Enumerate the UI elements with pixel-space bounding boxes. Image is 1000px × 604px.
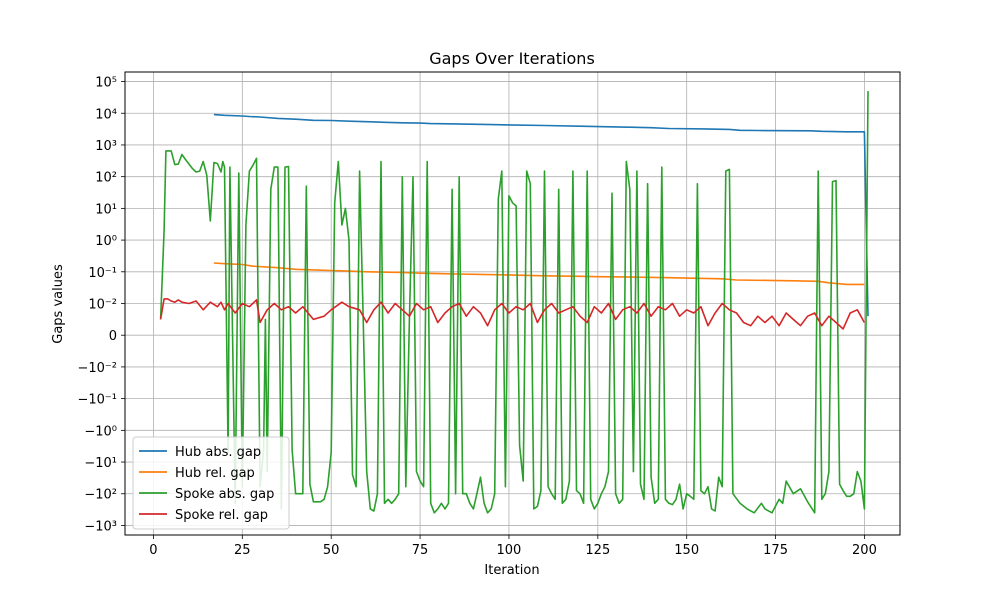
x-tick-label: 150 (674, 543, 699, 558)
y-tick-label: −10¹ (84, 456, 117, 471)
y-tick-label: 10⁵ (95, 76, 117, 91)
y-tick-label: 10⁴ (95, 107, 117, 122)
y-tick-label: 10³ (95, 139, 117, 154)
x-tick-label: 25 (234, 543, 251, 558)
y-tick-label: 10⁰ (95, 234, 117, 249)
legend-label: Hub abs. gap (175, 445, 261, 460)
y-tick-label: −10² (84, 488, 117, 503)
x-axis-label: Iteration (484, 563, 539, 578)
x-tick-label: 100 (497, 543, 522, 558)
x-tick-label: 125 (585, 543, 610, 558)
y-tick-label: 10² (95, 171, 117, 186)
series-line-2 (213, 262, 865, 286)
series-line-3 (159, 91, 869, 514)
series-line-1 (213, 113, 869, 317)
x-tick-label: 175 (763, 543, 788, 558)
legend: Hub abs. gap Hub rel. gap Spoke abs. gap Sp… (132, 436, 290, 530)
legend-label: Spoke abs. gap (175, 487, 274, 502)
y-axis-ticks: −10³ −10² −10¹ −10⁰ −10⁻¹ −10⁻² 0 10⁻² 10⁻¹ 10⁰ 10… (77, 76, 125, 534)
legend-box (132, 436, 290, 530)
x-axis-ticks: 0 25 50 75 100 125 150 175 200 (149, 535, 877, 558)
y-tick-label: −10³ (84, 519, 117, 534)
y-axis-label: Gaps values (51, 264, 66, 344)
y-tick-label: −10⁻² (77, 361, 117, 376)
x-tick-label: 50 (323, 543, 340, 558)
legend-label: Spoke rel. gap (175, 508, 268, 523)
legend-label: Hub rel. gap (175, 466, 255, 481)
y-tick-label: 10¹ (95, 202, 117, 217)
x-tick-label: 200 (852, 543, 877, 558)
x-tick-label: 75 (412, 543, 429, 558)
y-tick-label: −10⁰ (84, 424, 117, 439)
y-tick-label: 10⁻¹ (88, 266, 117, 281)
chart-title: Gaps Over Iterations (429, 49, 595, 68)
series-line-4 (159, 298, 866, 330)
y-tick-label: −10⁻¹ (77, 393, 117, 408)
series-lines (159, 91, 869, 514)
y-tick-label: 10⁻² (88, 298, 117, 313)
y-tick-label: 0 (109, 329, 117, 344)
x-tick-label: 0 (149, 543, 157, 558)
